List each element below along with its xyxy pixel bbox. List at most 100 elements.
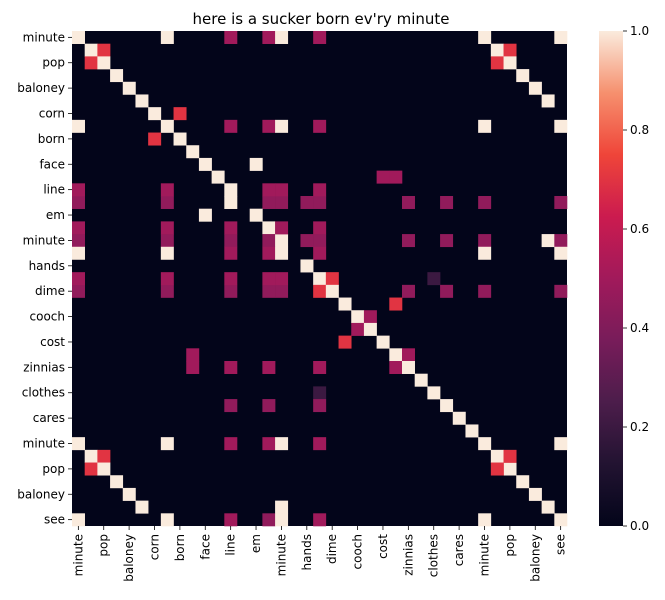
heatmap-cell: [490, 462, 504, 476]
y-tick-label: zinnias: [23, 360, 65, 374]
heatmap-cell: [554, 284, 568, 298]
colorbar-tick-label: 0.0: [630, 519, 649, 533]
heatmap-cell: [173, 107, 187, 121]
heatmap-cell: [516, 475, 530, 489]
heatmap-cell: [160, 513, 174, 527]
y-tick-label: line: [43, 183, 65, 197]
heatmap-cell: [363, 322, 377, 336]
heatmap-cell: [313, 361, 327, 374]
heatmap-cell: [84, 56, 98, 70]
heatmap-cell: [554, 437, 568, 451]
heatmap-cell: [72, 221, 85, 235]
heatmap-cell: [72, 513, 85, 527]
colorbar-tick-label: 0.4: [630, 321, 649, 335]
heatmap-cell: [160, 183, 174, 197]
x-tick-label: corn: [148, 534, 162, 560]
x-tick-label: baloney: [122, 534, 136, 582]
heatmap-cell: [478, 246, 492, 260]
y-tick-label: minute: [23, 437, 65, 451]
y-tick-label: minute: [23, 233, 65, 247]
y-tick-label: hands: [29, 259, 65, 273]
heatmap-cell: [224, 196, 238, 209]
heatmap-cell: [554, 246, 568, 260]
heatmap-cell: [72, 31, 85, 44]
heatmap-cell: [72, 284, 85, 298]
heatmap-cell: [402, 196, 415, 209]
chart-title: here is a sucker born ev'ry minute: [193, 10, 450, 28]
heatmap-cell: [440, 284, 454, 298]
x-tick-label: hands: [300, 534, 314, 570]
heatmap-cell: [402, 348, 415, 362]
heatmap-cell: [478, 31, 492, 44]
heatmap-cell: [389, 297, 403, 311]
heatmap-cell: [224, 513, 238, 527]
heatmap-cell: [351, 310, 365, 324]
heatmap-cell: [122, 81, 136, 95]
heatmap-cell: [262, 183, 276, 197]
x-tick-label: minute: [478, 534, 492, 576]
heatmap-cell: [262, 246, 276, 260]
heatmap-cell: [427, 272, 441, 286]
y-tick-label: cooch: [30, 310, 65, 324]
heatmap-cell: [262, 284, 276, 298]
heatmap-cell: [72, 119, 85, 133]
heatmap-cell: [325, 284, 339, 298]
x-tick-label: dime: [325, 534, 339, 564]
heatmap-cell: [516, 69, 530, 83]
heatmap-cell: [275, 119, 289, 133]
heatmap-cell: [224, 437, 238, 451]
heatmap-cell: [313, 196, 327, 209]
heatmap-cell: [186, 145, 200, 159]
heatmap-cell: [72, 196, 85, 209]
heatmap-cell: [338, 297, 352, 311]
heatmap-cell: [224, 221, 238, 235]
y-tick-label: cost: [40, 335, 65, 349]
heatmap-cell: [338, 335, 352, 349]
x-tick-label: line: [224, 534, 238, 556]
heatmap-cell: [275, 246, 289, 260]
heatmap-cell: [275, 437, 289, 451]
y-tick-label: born: [38, 132, 65, 146]
heatmap-cell: [224, 399, 238, 413]
heatmap-cell: [275, 31, 289, 44]
heatmap-cell: [275, 513, 289, 527]
heatmap-cell: [72, 234, 85, 248]
heatmap-cell: [262, 221, 276, 235]
heatmap-cell: [313, 437, 327, 451]
heatmap-cell: [135, 500, 149, 514]
heatmap-cell: [313, 386, 327, 400]
heatmap-cell: [160, 221, 174, 235]
heatmap-cell: [478, 437, 492, 451]
heatmap-cell: [84, 449, 98, 463]
heatmap-cell: [110, 69, 124, 83]
heatmap-cell: [224, 361, 238, 374]
heatmap-cell: [72, 246, 85, 260]
heatmap-cell: [275, 272, 289, 286]
heatmap-cell: [376, 335, 390, 349]
heatmap-cell: [249, 208, 263, 222]
y-tick-label: pop: [42, 56, 65, 70]
heatmap-cell: [478, 196, 492, 209]
heatmap-cell: [300, 234, 314, 248]
heatmap-cell: [262, 437, 276, 451]
heatmap-cell: [427, 386, 441, 400]
heatmap-cell: [478, 119, 492, 133]
heatmap-cell: [198, 208, 212, 222]
x-tick-label: born: [173, 534, 187, 561]
heatmap-cell: [402, 234, 415, 248]
heatmap-cell: [72, 437, 85, 451]
heatmap-cell: [440, 234, 454, 248]
heatmap-cell: [262, 234, 276, 248]
x-tick-label: zinnias: [401, 534, 415, 576]
heatmap-cell: [262, 399, 276, 413]
x-tick-label: cost: [376, 534, 390, 559]
heatmap-cell: [554, 196, 568, 209]
heatmap-cell: [503, 462, 517, 476]
heatmap-cell: [440, 399, 454, 413]
heatmap-cell: [490, 449, 504, 463]
x-tick-label: minute: [274, 534, 288, 576]
heatmap-cell: [376, 170, 390, 184]
heatmap-cell: [275, 234, 289, 248]
heatmap-cell: [389, 170, 403, 184]
